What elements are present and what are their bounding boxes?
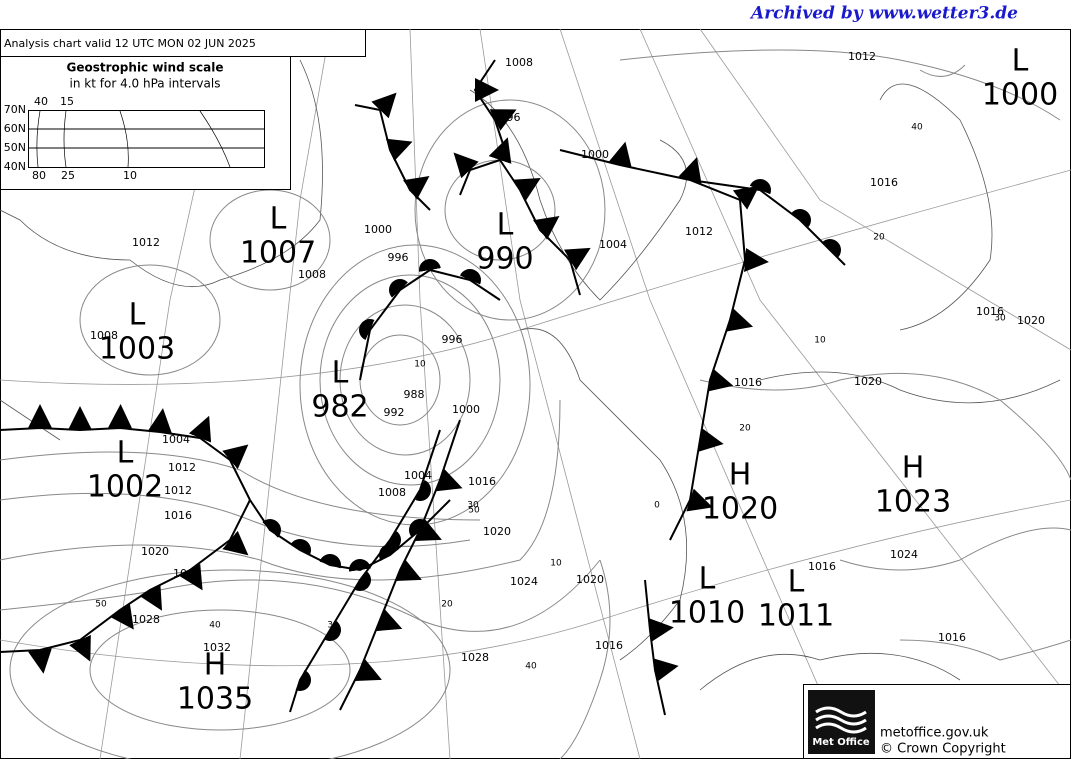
isobar-label: 1008 — [378, 486, 406, 499]
isobar-label: 996 — [388, 251, 409, 264]
isobar-label: 1016 — [164, 509, 192, 522]
isobar-label: 1012 — [132, 236, 160, 249]
grid-label: 40 — [209, 621, 221, 631]
isobar-label: 1032 — [203, 641, 231, 654]
center-pressure: 1035 — [177, 682, 253, 717]
grid-label: 20 — [739, 424, 751, 434]
center-pressure: 1002 — [87, 470, 163, 505]
wind-scale: Geostrophic wind scale in kt for 4.0 hPa… — [0, 56, 291, 190]
isobar-label: 1024 — [510, 575, 538, 588]
footer: Met Office metoffice.gov.uk © Crown Copy… — [803, 684, 1071, 759]
center-type: L — [788, 565, 805, 600]
grid-label: 50 — [95, 600, 107, 610]
isobar-label: 1020 — [483, 525, 511, 538]
center-pressure: 1000 — [982, 78, 1058, 113]
isobar-label: 1016 — [808, 560, 836, 573]
center-pressure: 1003 — [99, 332, 175, 367]
grid-label: 20 — [441, 600, 453, 610]
isobar-label: 1008 — [173, 567, 201, 580]
grid-label: 10 — [814, 336, 826, 346]
scale-label: 80 — [32, 169, 46, 182]
isobar-label: 1028 — [132, 613, 160, 626]
isobar-label: 1004 — [162, 433, 190, 446]
center-pressure: 1011 — [758, 599, 834, 634]
center-type: L — [497, 208, 514, 243]
isobar-label: 1008 — [90, 329, 118, 342]
center-pressure: 990 — [476, 242, 533, 277]
center-type: L — [270, 202, 287, 237]
isobar-label: 1004 — [599, 238, 627, 251]
scale-label: 15 — [60, 95, 74, 108]
isobar-label: 1016 — [595, 639, 623, 652]
isobar-label: 1000 — [452, 403, 480, 416]
isobar-label: 1024 — [890, 548, 918, 561]
fronts — [0, 59, 846, 716]
isobar-label: 1028 — [461, 651, 489, 664]
grid-label: 30 — [467, 501, 479, 511]
isobar-label: 988 — [404, 388, 425, 401]
grid-label: 20 — [873, 233, 885, 243]
scale-label: 40 — [34, 95, 48, 108]
isobar-label: 996 — [442, 333, 463, 346]
lat-label: 70N — [4, 103, 26, 116]
lat-label: 40N — [4, 160, 26, 173]
isobar-label: 1012 — [168, 461, 196, 474]
isobar-label: 1008 — [298, 268, 326, 281]
wind-scale-subtitle: in kt for 4.0 hPa intervals — [70, 77, 221, 91]
grid-label: 30 — [994, 314, 1006, 324]
isobar-label: 1000 — [581, 148, 609, 161]
grid-label: 30 — [327, 621, 339, 631]
center-type: L — [117, 436, 134, 471]
isobar-label: 1016 — [976, 305, 1004, 318]
isobar-label: 1020 — [854, 375, 882, 388]
lat-label: 60N — [4, 122, 26, 135]
isobar-label: 1012 — [848, 50, 876, 63]
grid-label: 40 — [911, 123, 923, 133]
center-type: L — [129, 298, 146, 333]
chart-title: Analysis chart valid 12 UTC MON 02 JUN 2… — [4, 37, 256, 50]
footer-copyright: © Crown Copyright — [880, 742, 1006, 757]
isobar-label: 1012 — [164, 484, 192, 497]
isobar-label: 996 — [500, 111, 521, 124]
grid-label: 10 — [414, 360, 426, 370]
isobar-label: 992 — [384, 406, 405, 419]
center-pressure: 1007 — [240, 236, 316, 271]
grid-label: 0 — [654, 501, 660, 511]
isobar-label: 1012 — [685, 225, 713, 238]
center-type: L — [1012, 44, 1029, 79]
isobar-label: 1016 — [870, 176, 898, 189]
wind-scale-grid — [28, 110, 265, 168]
wind-scale-title: Geostrophic wind scale — [67, 61, 224, 75]
scale-label: 10 — [123, 169, 137, 182]
isobar-label: 1016 — [468, 475, 496, 488]
grid-label: 50 — [468, 506, 480, 516]
logo-text: Met Office — [812, 737, 870, 748]
archive-credit: Archived by www.wetter3.de — [749, 4, 1018, 24]
isobar-label: 1016 — [938, 631, 966, 644]
center-pressure: 1023 — [875, 485, 951, 520]
center-type: H — [729, 458, 752, 493]
center-type: L — [699, 562, 716, 597]
center-pressure: 1020 — [702, 492, 778, 527]
isobar-label: 1020 — [141, 545, 169, 558]
center-type: H — [902, 451, 925, 486]
lat-label: 50N — [4, 141, 26, 154]
center-pressure: 982 — [311, 390, 368, 425]
grid-label: 10 — [550, 559, 562, 569]
isobar-label: 1000 — [364, 223, 392, 236]
isobar-label: 1020 — [576, 573, 604, 586]
isobar-label: 1008 — [505, 56, 533, 69]
center-type: L — [332, 356, 349, 391]
center-pressure: 1010 — [669, 596, 745, 631]
isobar-label: 1004 — [404, 469, 432, 482]
center-type: H — [204, 648, 227, 683]
isobar-label: 1020 — [1017, 314, 1045, 327]
grid-label: 40 — [525, 662, 537, 672]
isobar-label: 1016 — [734, 376, 762, 389]
title-box — [0, 29, 366, 57]
scale-label: 25 — [61, 169, 75, 182]
footer-site: metoffice.gov.uk — [880, 726, 989, 741]
